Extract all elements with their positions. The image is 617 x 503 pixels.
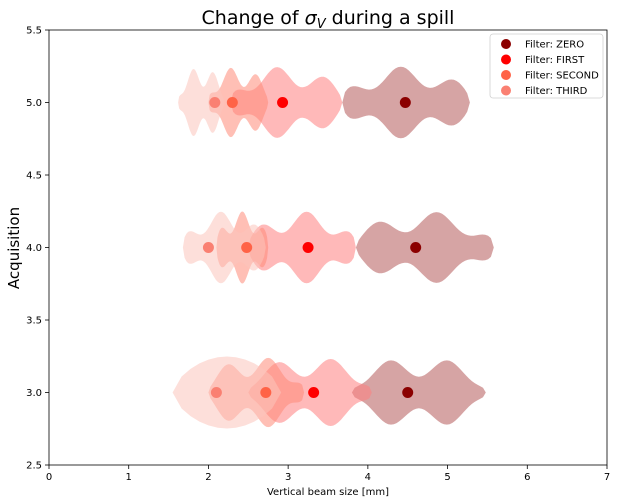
x-tick-label: 2	[205, 472, 211, 483]
median-point	[302, 242, 314, 253]
legend-label: Filter: FIRST	[525, 55, 585, 66]
median-point	[399, 97, 411, 108]
x-tick-label: 0	[46, 472, 52, 483]
y-tick-label: 3.5	[26, 316, 42, 327]
violin-body	[182, 211, 266, 284]
x-tick-label: 1	[126, 472, 132, 483]
legend-box	[489, 33, 604, 99]
x-axis-label: Vertical beam size [mm]	[267, 487, 389, 498]
title-sigma: σ	[305, 7, 318, 29]
y-tick-label: 4.5	[26, 171, 42, 182]
median-point	[410, 242, 422, 253]
violin-body	[172, 356, 607, 429]
median-point	[209, 97, 221, 108]
legend-marker	[501, 70, 511, 80]
y-axis-label: Acquisition	[5, 207, 23, 289]
y-tick-label: 5.0	[26, 98, 42, 109]
median-point	[308, 387, 320, 398]
chart-title: Change of σV during a spill	[202, 7, 455, 32]
title-rest: during a spill	[326, 7, 455, 29]
median-point	[241, 242, 253, 253]
title-subscript: V	[317, 17, 327, 32]
x-tick-label: 6	[524, 472, 530, 483]
violin-body	[208, 67, 269, 138]
y-tick-label: 3.0	[26, 388, 42, 399]
legend-label: Filter: ZERO	[525, 40, 584, 51]
legend-label: Filter: SECOND	[525, 71, 599, 82]
x-tick-label: 5	[444, 472, 450, 483]
medians-layer	[202, 97, 422, 398]
y-tick-label: 2.5	[26, 461, 42, 472]
y-tick-label: 4.0	[26, 243, 42, 254]
median-point	[277, 97, 289, 108]
legend: Filter: ZERO Filter: FIRST Filter: SECOND F…	[489, 33, 604, 99]
x-tick-label: 7	[604, 472, 610, 483]
violin-body	[355, 212, 494, 283]
median-point	[202, 242, 214, 253]
median-point	[226, 97, 238, 108]
y-axis: 2.5 3.0 3.5 4.0 4.5 5.0 5.5	[26, 26, 49, 472]
median-point	[210, 387, 222, 398]
median-point	[260, 387, 272, 398]
violin-body	[351, 360, 486, 425]
x-tick-label: 3	[285, 472, 291, 483]
legend-marker	[501, 85, 511, 96]
x-axis: 0 1 2 3 4 5 6 7	[46, 465, 610, 483]
median-point	[402, 387, 414, 398]
violin-body	[248, 211, 356, 284]
legend-marker	[501, 39, 511, 49]
y-tick-label: 5.5	[26, 26, 42, 37]
legend-label: Filter: THIRD	[525, 86, 588, 97]
legend-marker	[501, 54, 511, 65]
x-tick-label: 4	[365, 472, 371, 483]
title-main: Change of	[202, 7, 305, 29]
violin-body	[178, 69, 225, 136]
